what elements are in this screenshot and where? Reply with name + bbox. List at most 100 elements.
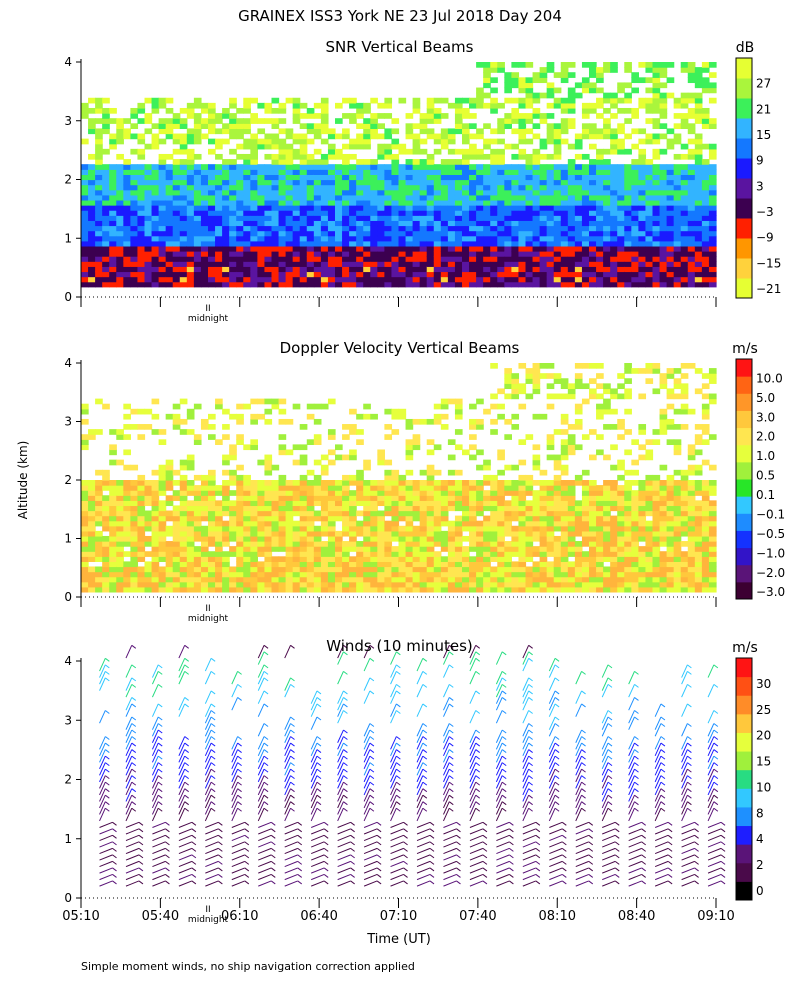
snr-cell [215, 143, 223, 150]
doppler-cell [335, 510, 343, 517]
snr-cell [631, 266, 639, 273]
doppler-cell [285, 576, 294, 583]
doppler-cell [574, 474, 583, 481]
doppler-cell [250, 398, 258, 405]
doppler-cell [617, 525, 625, 532]
doppler-cell [567, 571, 576, 578]
snr-cell [525, 164, 534, 170]
doppler-cell [504, 505, 512, 512]
doppler-cell [553, 459, 562, 466]
snr-cell [405, 210, 414, 216]
snr-cell [454, 189, 463, 196]
snr-cell [285, 240, 294, 247]
doppler-cell [123, 535, 131, 542]
doppler-cell [384, 525, 393, 532]
doppler-cell [447, 490, 456, 496]
snr-cell [271, 199, 280, 206]
snr-cell [447, 128, 456, 135]
snr-cell [539, 276, 548, 283]
snr-cell [511, 118, 520, 124]
snr-cell [454, 118, 463, 124]
snr-cell [659, 113, 668, 119]
snr-cell [433, 271, 442, 278]
snr-cell [610, 194, 618, 201]
snr-cell [638, 205, 647, 211]
doppler-cell [426, 500, 435, 507]
doppler-cell [567, 444, 576, 451]
snr-cell [687, 256, 696, 262]
snr-cell [687, 210, 696, 216]
snr-cell [426, 266, 435, 273]
snr-cell [511, 235, 520, 242]
doppler-cell [88, 535, 96, 542]
snr-cell [645, 210, 654, 216]
doppler-cell [320, 454, 329, 461]
snr-cell [236, 256, 244, 262]
doppler-cell [165, 525, 174, 532]
snr-cell [151, 133, 160, 140]
snr-cell [370, 256, 378, 262]
snr-cell [412, 148, 421, 155]
snr-cell [454, 230, 463, 237]
doppler-cell [363, 581, 371, 588]
doppler-cell [419, 581, 428, 588]
snr-cell [560, 62, 569, 68]
snr-cell [454, 245, 463, 252]
snr-cell [462, 245, 470, 252]
snr-cell [88, 189, 96, 196]
snr-cell [525, 128, 534, 135]
doppler-cell [525, 581, 534, 588]
snr-cell [504, 225, 512, 232]
snr-cell [102, 148, 110, 155]
snr-cell [694, 118, 703, 124]
snr-cell [405, 133, 414, 140]
doppler-cell [172, 581, 181, 588]
snr-cell [553, 276, 562, 283]
snr-cell [215, 210, 223, 216]
doppler-cell [130, 520, 139, 527]
snr-cell [539, 245, 548, 252]
snr-cell [680, 189, 689, 196]
doppler-cell [589, 378, 597, 384]
snr-cell [631, 271, 639, 278]
snr-cell [419, 174, 428, 181]
snr-cell [123, 215, 131, 221]
doppler-cell [200, 515, 209, 522]
snr-cell [659, 92, 668, 99]
snr-cell [483, 215, 491, 221]
doppler-cell [327, 566, 336, 573]
snr-cell [342, 266, 350, 273]
snr-cell [581, 199, 590, 206]
doppler-cell [370, 566, 378, 573]
snr-cell [546, 87, 555, 94]
snr-cell [151, 184, 160, 191]
doppler-cell [313, 434, 322, 440]
doppler-cell [271, 500, 280, 507]
doppler-cell [109, 581, 117, 588]
doppler-cell [567, 541, 576, 547]
doppler-cell [405, 571, 414, 578]
doppler-cell [95, 551, 103, 557]
doppler-cell [426, 515, 435, 522]
snr-cell [504, 281, 512, 288]
doppler-cell [546, 383, 555, 390]
doppler-cell [426, 495, 435, 501]
snr-cell [405, 266, 414, 273]
doppler-cell [88, 490, 96, 496]
snr-cell [285, 169, 294, 175]
snr-cell [109, 281, 117, 288]
doppler-cell [518, 363, 527, 369]
snr-cell [574, 256, 583, 262]
snr-cell [433, 230, 442, 237]
doppler-cell [320, 464, 329, 471]
doppler-cell [335, 444, 343, 451]
snr-cell [694, 225, 703, 232]
doppler-cell [285, 418, 294, 425]
snr-cell [116, 245, 124, 252]
snr-cell [384, 245, 393, 252]
snr-cell [426, 225, 435, 232]
doppler-cell [342, 525, 350, 532]
snr-cell [433, 225, 442, 232]
snr-cell [306, 245, 315, 252]
doppler-cell [405, 454, 414, 461]
